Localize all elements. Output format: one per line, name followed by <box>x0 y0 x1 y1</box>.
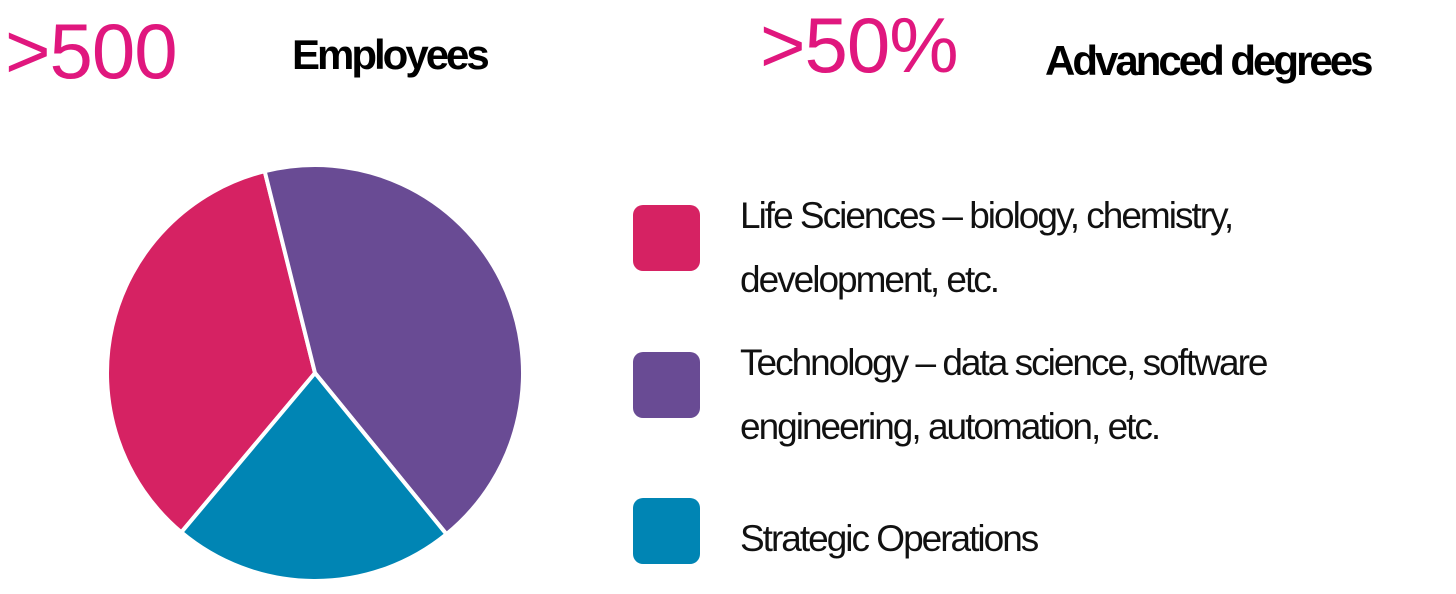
legend-swatch <box>633 498 700 564</box>
stat-value: >50% <box>760 1 959 89</box>
legend-swatch <box>633 205 700 271</box>
stat-label: Advanced degrees <box>1045 37 1373 84</box>
legend-label: Strategic Operations <box>740 518 1039 559</box>
pie-slice <box>105 169 317 535</box>
legend-label: Life Sciences – biology, chemistry, deve… <box>740 195 1234 300</box>
legend-swatch <box>633 352 700 418</box>
pie-slice <box>179 371 449 583</box>
stat-label: Employees <box>292 31 490 78</box>
legend-label: Technology – data science, software engi… <box>740 342 1268 447</box>
pie-chart <box>105 163 525 583</box>
pie-slice <box>262 163 525 537</box>
stat-value: >500 <box>5 7 178 95</box>
